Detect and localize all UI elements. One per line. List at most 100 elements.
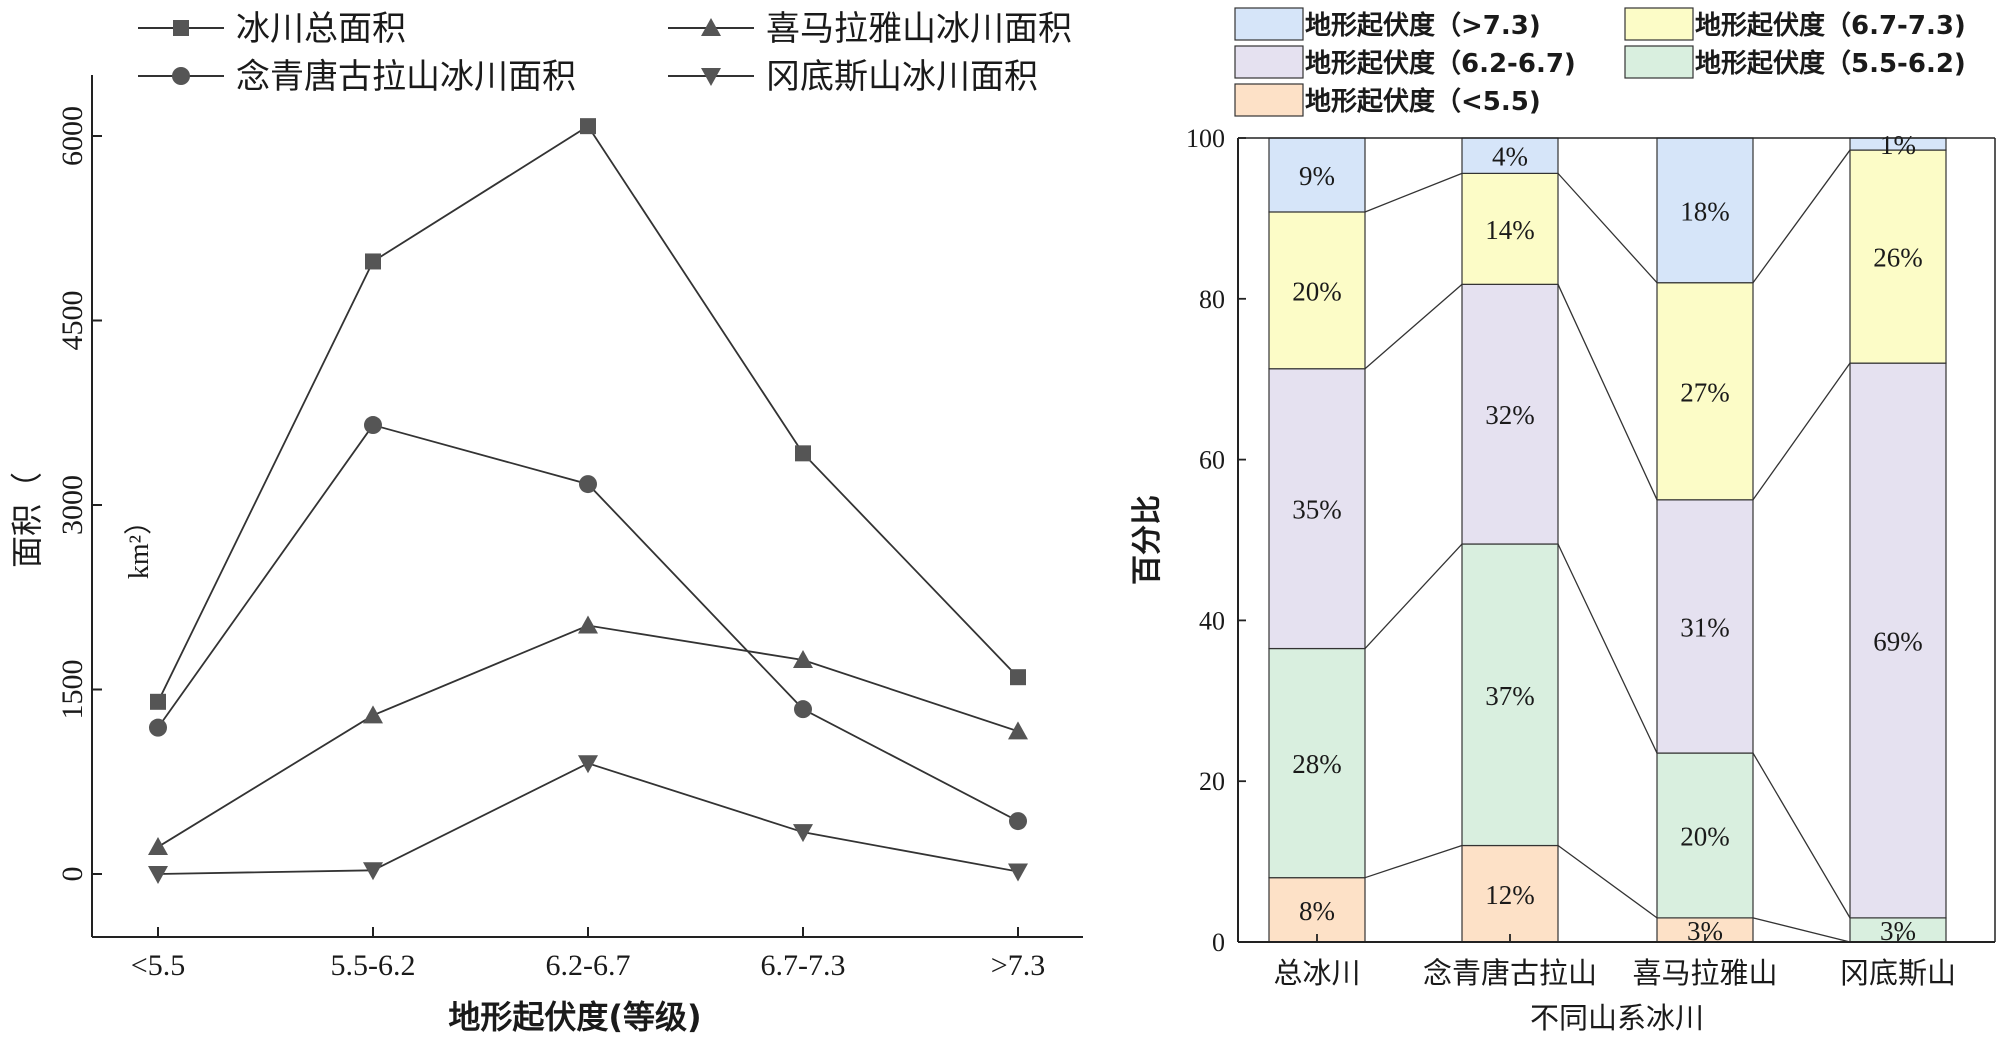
stacked-bar-segment xyxy=(1849,149,1947,364)
bar-segment-label: 14% xyxy=(1485,215,1535,245)
bar-legend-swatch xyxy=(1234,45,1304,79)
line-chart-y-tick-label: 1500 xyxy=(56,660,89,720)
bar-segment-label: 35% xyxy=(1292,495,1342,525)
line-series-0 xyxy=(157,124,1019,703)
bar-chart-x-tick-label: 冈底斯山 xyxy=(1840,956,1956,990)
line-legend-marker xyxy=(701,68,721,86)
bar-chart-bars xyxy=(1268,137,1947,943)
bar-chart-y-tick-label: 80 xyxy=(1199,285,1225,314)
line-point xyxy=(578,615,598,634)
line-point xyxy=(795,445,811,462)
bar-chart-legend: 地形起伏度（>7.3) 地形起伏度（6.7-7.3) 地形起伏度（6.2-6.7) 地… xyxy=(1234,7,1966,117)
line-chart-y-tick-label: 4500 xyxy=(56,291,89,351)
line-point xyxy=(794,700,812,719)
line-legend-label: 冈底斯山冰川面积 xyxy=(766,57,1038,97)
line-chart-x-tick-label: <5.5 xyxy=(131,949,185,982)
line-chart-y-tick-label: 3000 xyxy=(56,475,89,535)
line-point xyxy=(793,649,813,668)
bar-chart-y-ticks: 0 20 40 60 80 100 xyxy=(1186,124,1246,957)
bar-chart-y-tick-label: 20 xyxy=(1199,767,1225,796)
bar-segment-label: 20% xyxy=(1292,276,1342,306)
line-point xyxy=(1010,669,1026,686)
bar-chart-y-tick-label: 0 xyxy=(1212,928,1225,957)
line-point xyxy=(150,693,166,710)
line-legend-label: 冰川总面积 xyxy=(236,9,406,49)
line-chart-y-tick-label: 0 xyxy=(56,867,89,882)
bar-legend-swatch xyxy=(1234,7,1304,41)
line-chart-series xyxy=(148,118,1028,884)
line-point xyxy=(1009,812,1027,831)
bar-legend-label: 地形起伏度（6.7-7.3) xyxy=(1695,10,1966,41)
line-chart-x-tick-label: 6.2-6.7 xyxy=(546,949,631,982)
line-chart-x-tick-label: 6.7-7.3 xyxy=(761,949,846,982)
line-legend-marker xyxy=(701,18,721,36)
line-legend-marker xyxy=(172,67,190,85)
bar-connector-line xyxy=(1752,752,1851,919)
bar-legend-label: 地形起伏度（<5.5) xyxy=(1305,86,1541,117)
bar-connector-line xyxy=(1557,844,1658,919)
line-chart-y-axis-title-part1: 面积（ xyxy=(8,472,46,568)
line-point xyxy=(364,416,382,435)
stacked-bar-segment xyxy=(1461,844,1559,943)
line-point xyxy=(580,118,596,135)
bar-chart-x-tick-label: 喜马拉雅山 xyxy=(1632,956,1777,990)
bar-legend-swatch xyxy=(1624,7,1694,41)
line-point xyxy=(1008,721,1028,740)
bar-legend-swatch xyxy=(1234,83,1304,117)
line-series-1 xyxy=(157,624,1019,848)
line-chart-x-tick-label: >7.3 xyxy=(991,949,1045,982)
bar-segment-label: 12% xyxy=(1485,880,1535,910)
stacked-bar-chart: 地形起伏度（>7.3) 地形起伏度（6.7-7.3) 地形起伏度（6.2-6.7) 地… xyxy=(1130,7,1996,1035)
bar-connector-line xyxy=(1364,844,1463,879)
bar-chart-x-tick-label: 念青唐古拉山 xyxy=(1423,956,1597,990)
bar-segment-label: 37% xyxy=(1485,681,1535,711)
stacked-bar-segment xyxy=(1656,752,1754,919)
bar-segment-label: 28% xyxy=(1292,749,1342,779)
line-point xyxy=(793,824,813,843)
bar-segment-label: 27% xyxy=(1680,377,1730,407)
bar-connector-line xyxy=(1557,284,1658,501)
line-legend-label: 喜马拉雅山冰川面积 xyxy=(766,9,1072,49)
bar-segment-label: 4% xyxy=(1492,142,1528,172)
bar-connector-line xyxy=(1364,543,1463,649)
bar-chart-y-tick-label: 40 xyxy=(1199,606,1225,635)
bar-connector-line xyxy=(1752,362,1851,501)
line-point xyxy=(363,705,383,724)
line-chart-x-tick-label: 5.5-6.2 xyxy=(331,949,416,982)
line-point xyxy=(579,475,597,494)
bar-chart-x-ticks: 总冰川 念青唐古拉山 喜马拉雅山 冈底斯山 xyxy=(1273,934,1956,990)
bar-connector-line xyxy=(1752,917,1851,943)
bar-segment-label: 26% xyxy=(1873,243,1923,273)
bar-legend-swatch xyxy=(1624,45,1694,79)
bar-segment-label: 18% xyxy=(1680,196,1730,226)
stacked-bar-segment xyxy=(1461,172,1559,285)
bar-chart-x-axis-title: 不同山系冰川 xyxy=(1530,1001,1704,1035)
line-legend-marker xyxy=(173,20,189,36)
line-chart-y-axis-title-part2: km²） xyxy=(123,507,155,579)
bar-legend-label: 地形起伏度（6.2-6.7) xyxy=(1305,48,1576,79)
stacked-bar-segment xyxy=(1461,543,1559,847)
line-chart-y-tick-label: 6000 xyxy=(56,106,89,166)
line-point xyxy=(1008,863,1028,882)
line-chart-y-ticks: 0 1500 3000 4500 6000 xyxy=(56,106,102,882)
bar-chart-y-axis-title: 百分比 xyxy=(1130,495,1165,585)
line-point xyxy=(149,718,167,737)
bar-chart-y-tick-label: 100 xyxy=(1186,124,1225,153)
bar-chart-y-tick-label: 60 xyxy=(1199,446,1225,475)
bar-connector-line xyxy=(1364,172,1463,213)
bar-segment-label: 20% xyxy=(1680,821,1730,851)
bar-segment-label: 9% xyxy=(1299,161,1335,191)
bar-segment-label: 1% xyxy=(1880,130,1916,160)
line-legend-label: 念青唐古拉山冰川面积 xyxy=(236,57,576,97)
bar-chart-x-tick-label: 总冰川 xyxy=(1273,956,1360,990)
stacked-bar-segment xyxy=(1656,137,1754,284)
bar-legend-label: 地形起伏度（5.5-6.2) xyxy=(1695,48,1966,79)
line-series-3 xyxy=(157,762,1019,875)
bar-segment-label: 32% xyxy=(1485,400,1535,430)
bar-segment-label: 31% xyxy=(1680,612,1730,642)
bar-connector-line xyxy=(1557,172,1658,284)
bar-segment-label: 8% xyxy=(1299,896,1335,926)
